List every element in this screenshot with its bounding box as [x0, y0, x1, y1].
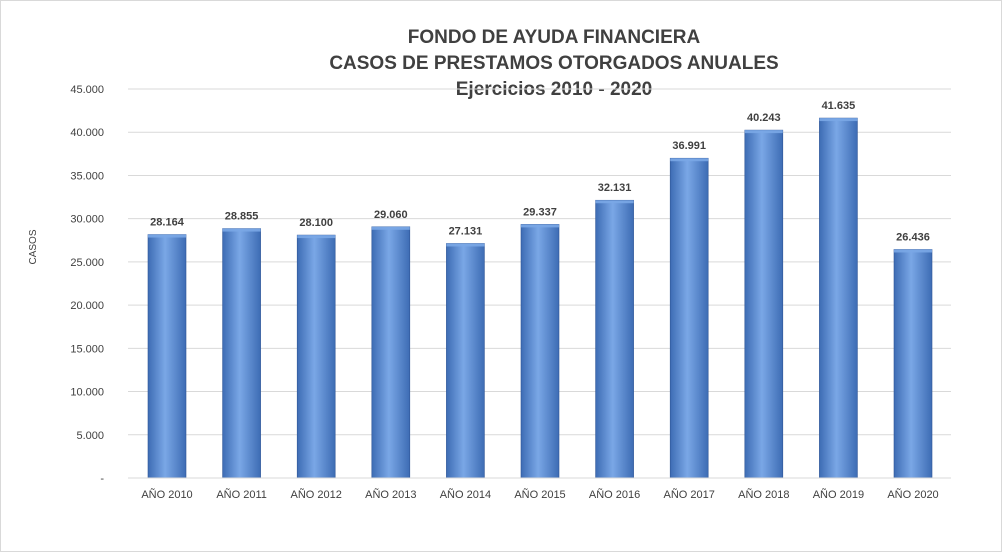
x-category-label: AÑO 2012 — [291, 488, 342, 501]
y-tick-label: 10.000 — [70, 387, 104, 399]
bar-top-highlight — [222, 228, 261, 232]
x-category-label: AÑO 2016 — [589, 488, 640, 501]
data-label: 26.436 — [896, 231, 930, 243]
bar-ano-2017 — [669, 157, 709, 479]
y-tick-label: 45.000 — [70, 84, 104, 96]
bar-ano-2020 — [893, 249, 933, 479]
y-tick-label: 15.000 — [70, 343, 104, 355]
x-category-label: AÑO 2019 — [813, 488, 864, 501]
x-category-label: AÑO 2018 — [738, 488, 789, 501]
bar-top-highlight — [819, 118, 858, 122]
bar-ano-2018 — [744, 129, 784, 479]
data-label: 32.131 — [598, 182, 632, 194]
y-tick-label: 20.000 — [70, 300, 104, 312]
bar-top-highlight — [744, 130, 783, 134]
bar-top-highlight — [894, 249, 932, 253]
data-label: 28.164 — [150, 217, 185, 229]
data-label: 28.100 — [299, 217, 333, 229]
bar-ano-2015 — [520, 224, 560, 479]
x-category-label: AÑO 2014 — [440, 488, 491, 501]
y-tick-label: 35.000 — [70, 170, 104, 182]
y-tick-label: - — [100, 473, 104, 485]
bar-top-highlight — [297, 235, 336, 239]
data-label: 41.635 — [822, 100, 856, 112]
y-tick-label: 30.000 — [70, 214, 104, 226]
y-tick-label: 5.000 — [76, 430, 104, 442]
data-labels: 28.164 28.855 28.100 29.060 27.131 29.337 32.1… — [150, 100, 930, 243]
x-axis-categories: AÑO 2010 AÑO 2011 AÑO 2012 AÑO 2013 AÑO 2014… — [141, 488, 938, 501]
data-label: 40.243 — [747, 112, 781, 124]
bar-ano-2019 — [819, 117, 858, 479]
data-label: 29.337 — [523, 206, 557, 218]
data-label: 27.131 — [449, 225, 483, 237]
y-axis-ticks: - 5.000 10.000 15.000 20.000 25.000 30.000 35.0… — [70, 84, 104, 485]
bar-top-highlight — [595, 200, 634, 204]
bar-ano-2016 — [595, 199, 634, 479]
bar-ano-2012 — [296, 234, 336, 479]
bar-ano-2010 — [147, 234, 187, 479]
y-tick-label: 25.000 — [70, 257, 104, 269]
y-tick-label: 40.000 — [70, 127, 104, 139]
x-category-label: AÑO 2011 — [216, 488, 267, 501]
data-label: 29.060 — [374, 209, 408, 221]
x-category-label: AÑO 2010 — [141, 488, 192, 501]
chart-title: FONDO DE AYUDA FINANCIERA CASOS DE PREST… — [329, 27, 778, 100]
bar-ano-2013 — [371, 226, 411, 479]
bar-top-highlight — [371, 226, 410, 230]
bar-top-highlight — [521, 224, 559, 228]
bars — [147, 117, 933, 479]
bar-ano-2014 — [446, 243, 485, 479]
title-line-2: CASOS DE PRESTAMOS OTORGADOS ANUALES — [329, 53, 778, 74]
bar-ano-2011 — [222, 228, 261, 479]
title-line-1: FONDO DE AYUDA FINANCIERA — [408, 27, 701, 48]
bar-top-highlight — [670, 158, 709, 162]
x-category-label: AÑO 2017 — [664, 488, 715, 501]
y-axis-title: CASOS — [28, 229, 39, 264]
data-label: 36.991 — [672, 140, 706, 152]
data-label: 28.855 — [225, 211, 259, 223]
bar-top-highlight — [148, 234, 186, 238]
x-category-label: AÑO 2020 — [887, 488, 938, 501]
bar-top-highlight — [446, 243, 485, 247]
x-category-label: AÑO 2013 — [365, 488, 416, 501]
x-category-label: AÑO 2015 — [514, 488, 565, 501]
